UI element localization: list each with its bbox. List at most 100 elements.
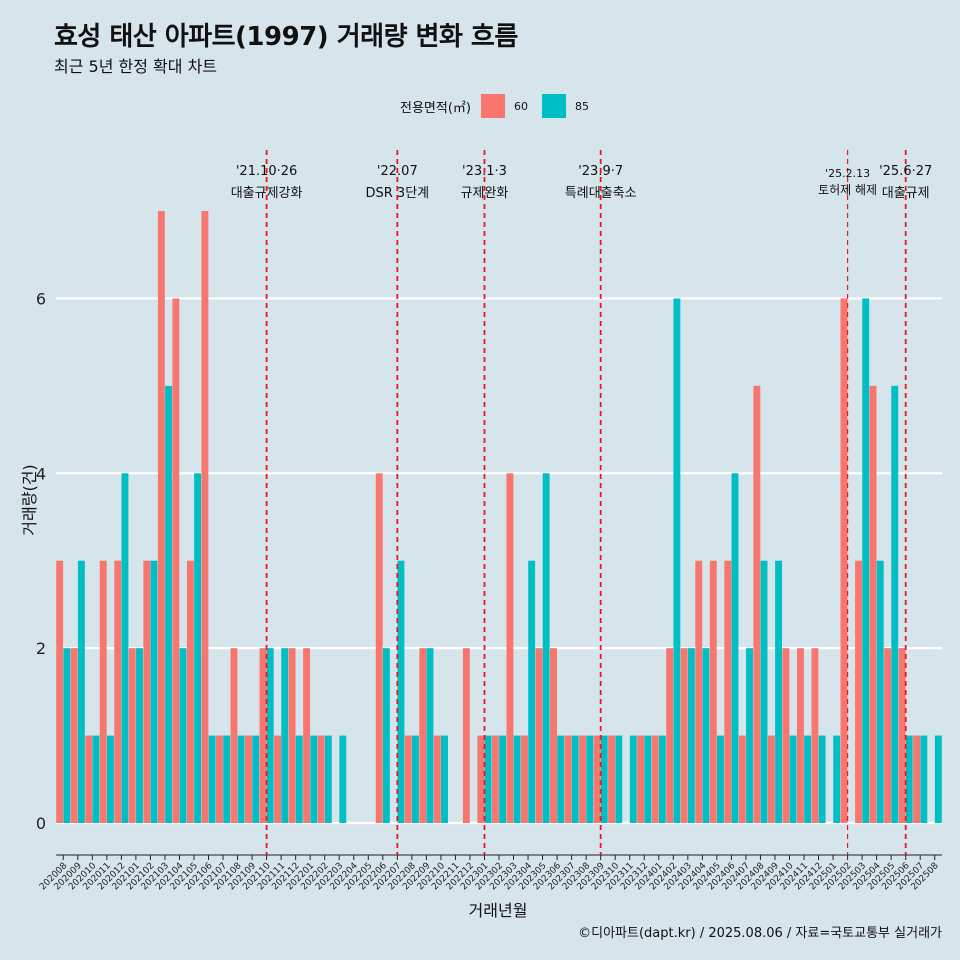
bar-60-202208 <box>404 735 412 823</box>
bar-85-202311 <box>629 735 637 823</box>
bar-85-202406 <box>731 473 739 823</box>
event-date: '23.9·7 <box>578 164 623 179</box>
bar-85-202405 <box>717 735 724 823</box>
bar-85-202104 <box>179 648 187 823</box>
event-label: 대출규제 <box>882 186 930 201</box>
bar-85-202505 <box>891 385 899 823</box>
bar-60-202301 <box>477 735 485 823</box>
bar-85-202409 <box>775 560 783 823</box>
bar-85-202303 <box>513 735 521 823</box>
event-date: '23.1·3 <box>462 164 507 179</box>
y-tick-label: 0 <box>36 814 46 833</box>
bar-85-202206 <box>382 648 390 823</box>
bar-60-202401 <box>651 735 659 823</box>
bar-60-202112 <box>288 648 296 823</box>
bar-60-202209 <box>419 648 427 823</box>
bar-60-202506 <box>898 648 906 823</box>
bar-60-202306 <box>550 648 557 823</box>
legend-label-60: 60 <box>513 99 528 113</box>
bar-60-202108 <box>230 648 238 823</box>
bar-85-202304 <box>528 560 536 823</box>
bar-85-202507 <box>920 735 928 823</box>
bar-85-202506 <box>905 735 913 823</box>
bar-60-202406 <box>724 560 732 823</box>
bar-60-202409 <box>767 735 775 823</box>
bar-60-202503 <box>855 560 862 823</box>
legend-title: 전용면적(㎡) <box>400 100 471 116</box>
bar-60-202009 <box>70 648 78 823</box>
bar-60-202107 <box>215 735 223 823</box>
legend-label-85: 85 <box>574 99 589 113</box>
bar-85-202105 <box>194 473 202 823</box>
y-axis-label: 거래량(건) <box>20 464 39 536</box>
event-label: 토허제 해제 <box>818 183 877 197</box>
bar-60-202410 <box>782 648 790 823</box>
bar-60-202309 <box>593 735 601 823</box>
bar-60-202201 <box>303 648 311 823</box>
bar-60-202101 <box>128 648 136 823</box>
bar-85-202010 <box>92 735 100 823</box>
bar-85-202101 <box>136 648 143 823</box>
bar-60-202012 <box>114 560 122 823</box>
bar-60-202411 <box>796 648 804 823</box>
bar-60-202102 <box>143 560 151 823</box>
bar-60-202105 <box>186 560 194 823</box>
bar-85-202008 <box>63 648 71 823</box>
bar-60-202206 <box>375 473 383 823</box>
bar-60-202210 <box>433 735 441 823</box>
bar-60-202505 <box>884 648 892 823</box>
y-tick-label: 2 <box>36 639 46 658</box>
bar-60-202106 <box>201 211 209 823</box>
bar-60-202502 <box>840 298 848 823</box>
bar-60-202302 <box>491 735 499 823</box>
bar-60-202412 <box>811 648 819 823</box>
bar-60-202310 <box>608 735 616 823</box>
event-label: 규제완화 <box>461 186 509 201</box>
chart-title: 효성 태산 아파트(1997) 거래량 변화 흐름 <box>54 22 518 52</box>
bar-85-202011 <box>106 735 114 823</box>
legend-item-85: 85 <box>541 94 595 118</box>
bar-60-202008 <box>56 560 64 823</box>
bar-60-202504 <box>869 385 877 823</box>
bar-85-202202 <box>324 735 332 823</box>
bar-60-202110 <box>259 648 267 823</box>
bar-60-202103 <box>157 211 165 823</box>
bar-60-202011 <box>99 560 107 823</box>
bar-85-202012 <box>121 473 129 823</box>
bar-85-202301 <box>484 735 492 823</box>
bar-85-202107 <box>223 735 231 823</box>
bar-60-202104 <box>172 298 180 823</box>
bar-85-202108 <box>237 735 245 823</box>
bar-60-202507 <box>913 735 921 823</box>
bar-60-202403 <box>680 648 688 823</box>
chart-subtitle: 최근 5년 한정 확대 차트 <box>54 57 218 76</box>
x-axis-label: 거래년월 <box>468 901 528 920</box>
event-label: 특례대출축소 <box>565 186 637 201</box>
bar-85-202312 <box>644 735 652 823</box>
bar-60-202111 <box>274 735 281 823</box>
bar-60-202408 <box>753 385 761 823</box>
bar-85-202207 <box>397 560 405 823</box>
bar-85-202210 <box>441 735 448 823</box>
event-date: '25.6·27 <box>879 164 932 179</box>
bar-85-202009 <box>77 560 85 823</box>
bar-85-202208 <box>411 735 419 823</box>
bar-60-202010 <box>85 735 93 823</box>
bar-85-202306 <box>557 735 565 823</box>
bar-85-202307 <box>571 735 579 823</box>
bar-85-202501 <box>833 735 841 823</box>
y-tick-label: 6 <box>36 289 46 308</box>
legend-swatch-85 <box>541 94 566 118</box>
bar-85-202310 <box>615 735 623 823</box>
bar-85-202110 <box>266 648 274 823</box>
y-tick-label: 4 <box>36 464 46 483</box>
bar-85-202209 <box>426 648 434 823</box>
bar-85-202111 <box>281 648 289 823</box>
bar-60-202402 <box>666 648 674 823</box>
bar-85-202106 <box>208 735 216 823</box>
bar-60-202303 <box>506 473 514 823</box>
event-date: '25.2.13 <box>825 167 870 180</box>
bar-85-202411 <box>804 735 812 823</box>
